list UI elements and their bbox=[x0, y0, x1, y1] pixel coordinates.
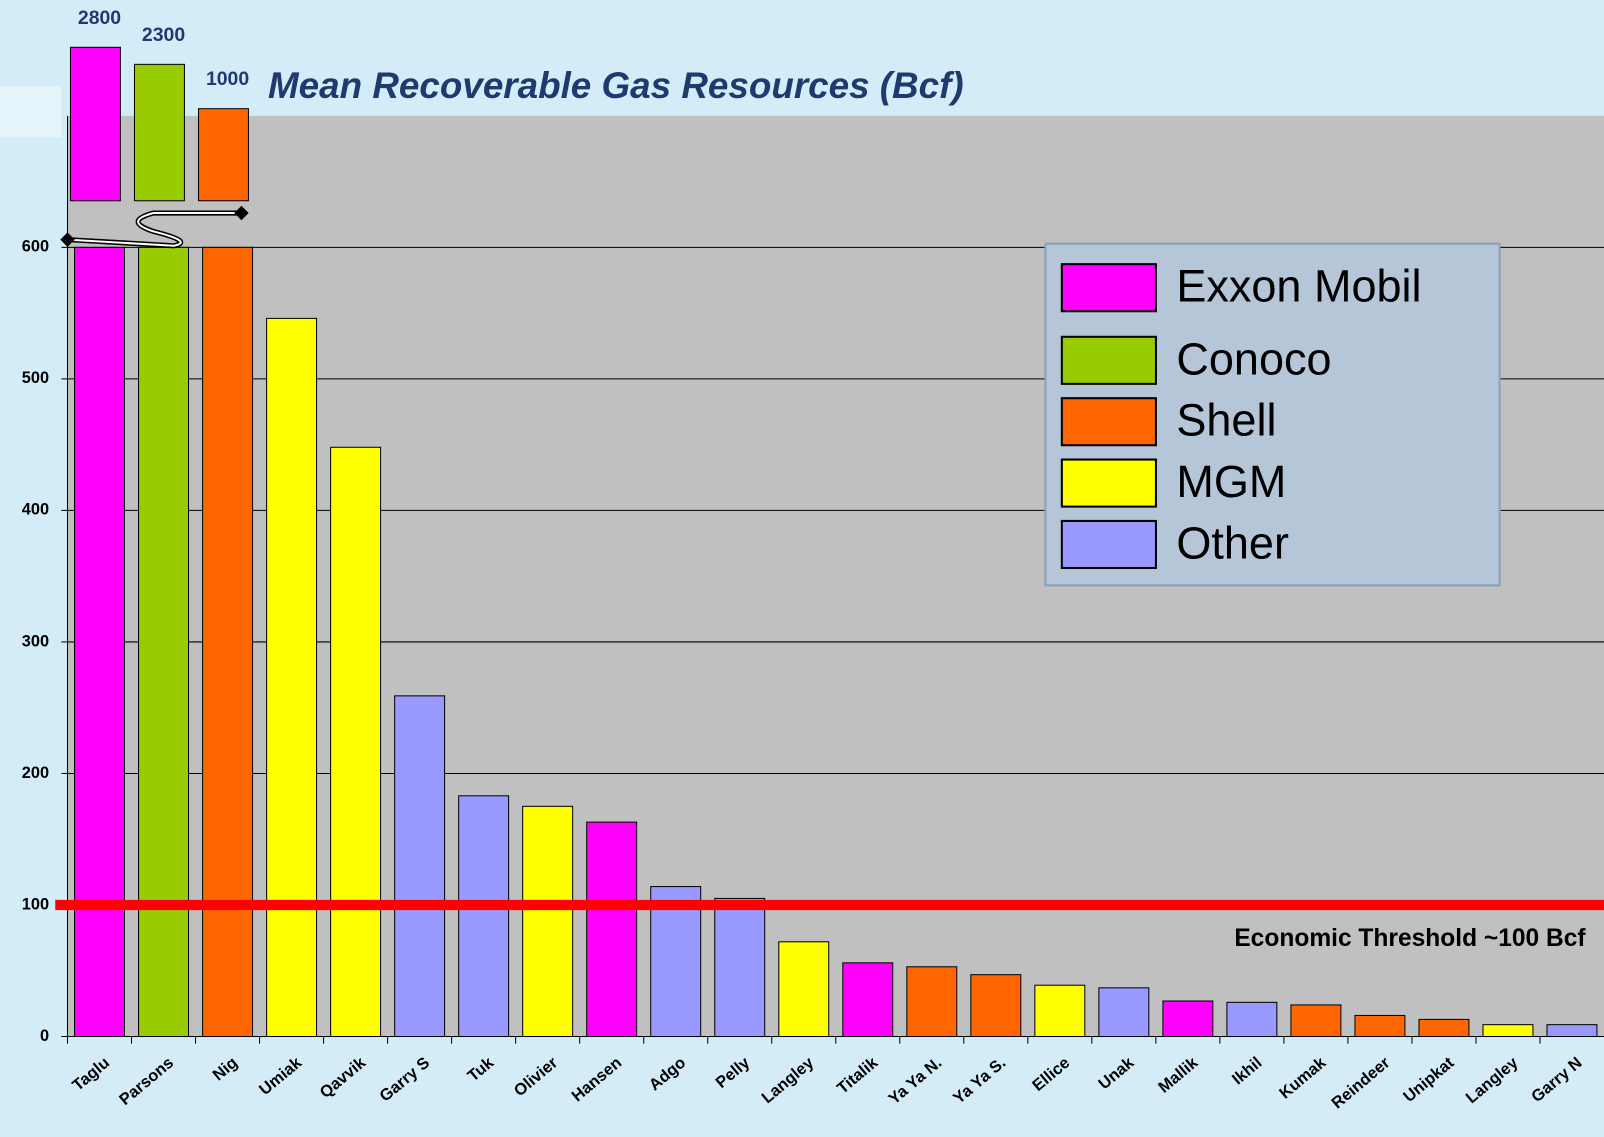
legend-swatch bbox=[1060, 263, 1157, 313]
bar bbox=[586, 821, 638, 1038]
break-marker bbox=[234, 205, 249, 221]
y-tick-label: 600 bbox=[22, 238, 49, 256]
bar bbox=[330, 446, 382, 1038]
bar bbox=[1034, 984, 1086, 1038]
bar bbox=[714, 897, 766, 1038]
data-label: 2800 bbox=[78, 7, 121, 29]
bar bbox=[1290, 1004, 1342, 1038]
bar-break-top bbox=[197, 108, 249, 202]
chart-title: Mean Recoverable Gas Resources (Bcf) bbox=[268, 65, 964, 106]
bar bbox=[522, 805, 574, 1038]
legend-label: MGM bbox=[1176, 456, 1286, 507]
axis-break-inner bbox=[67, 211, 242, 247]
bar-break-top bbox=[133, 63, 185, 202]
bar bbox=[778, 941, 830, 1038]
side-panel bbox=[0, 86, 62, 138]
legend-label: Other bbox=[1176, 517, 1289, 568]
bar-break-top bbox=[69, 46, 121, 202]
bar bbox=[1354, 1014, 1406, 1038]
y-tick-label: 200 bbox=[22, 764, 49, 782]
bar bbox=[1226, 1001, 1278, 1038]
bar bbox=[74, 246, 126, 1038]
bar bbox=[394, 695, 446, 1038]
legend-swatch bbox=[1060, 458, 1157, 508]
y-tick-label: 0 bbox=[40, 1027, 49, 1045]
bar bbox=[1162, 1000, 1214, 1038]
y-tick-label: 100 bbox=[22, 895, 49, 913]
legend-label: Conoco bbox=[1176, 333, 1331, 384]
legend-label: Exxon Mobil bbox=[1176, 261, 1421, 312]
bar bbox=[458, 795, 510, 1038]
annotation: Economic Threshold ~100 Bcf bbox=[1234, 925, 1586, 952]
bar bbox=[650, 886, 702, 1038]
bar bbox=[266, 317, 318, 1038]
bar bbox=[906, 966, 958, 1038]
legend-swatch bbox=[1060, 519, 1157, 570]
bar bbox=[970, 974, 1022, 1038]
legend-swatch bbox=[1060, 335, 1157, 385]
break-marker bbox=[60, 232, 75, 247]
bar bbox=[1482, 1024, 1534, 1038]
data-label: 1000 bbox=[206, 68, 249, 90]
bar bbox=[1546, 1024, 1598, 1038]
legend-label: Shell bbox=[1176, 395, 1276, 446]
data-label: 2300 bbox=[142, 24, 185, 46]
bar bbox=[138, 246, 190, 1038]
y-tick-label: 500 bbox=[22, 369, 49, 387]
y-tick-label: 300 bbox=[22, 632, 49, 650]
bar bbox=[842, 962, 894, 1038]
legend-swatch bbox=[1060, 397, 1157, 447]
bar bbox=[1098, 987, 1150, 1038]
bar bbox=[202, 246, 254, 1038]
bar bbox=[1418, 1018, 1470, 1038]
y-tick-label: 400 bbox=[22, 501, 49, 519]
